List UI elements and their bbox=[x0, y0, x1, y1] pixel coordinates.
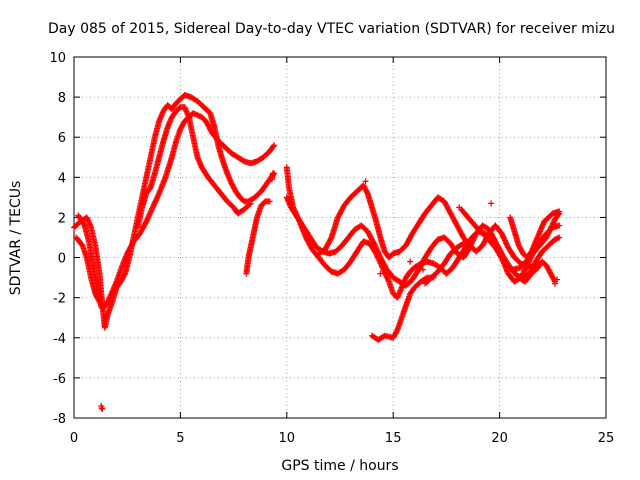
isolated-point bbox=[407, 258, 414, 265]
trace-2-point bbox=[142, 219, 149, 226]
trace-4-point bbox=[98, 304, 105, 311]
trace-8-point bbox=[491, 237, 498, 244]
trace-8-point bbox=[370, 239, 377, 246]
y-tick-label: 2 bbox=[58, 211, 66, 226]
trace-6-point bbox=[269, 170, 276, 177]
isolated-point bbox=[98, 402, 105, 409]
chart-title: Day 085 of 2015, Sidereal Day-to-day VTE… bbox=[48, 21, 615, 37]
y-tick-label: 0 bbox=[58, 252, 66, 267]
y-tick-label: 8 bbox=[58, 91, 66, 106]
trace-3-point bbox=[246, 201, 253, 208]
isolated-point bbox=[488, 200, 495, 207]
y-tick-label: 4 bbox=[58, 171, 66, 186]
trace-5-point bbox=[266, 198, 273, 205]
trace-3-point bbox=[247, 200, 254, 207]
x-tick-label: 20 bbox=[491, 431, 508, 446]
x-axis: 0 5 10 15 20 25 bbox=[70, 57, 614, 446]
trace-11-point bbox=[460, 240, 467, 247]
trace-10-point bbox=[393, 328, 400, 335]
trace-2-point bbox=[271, 142, 278, 149]
trace-2-point bbox=[270, 143, 277, 150]
trace-13-point bbox=[551, 277, 558, 284]
isolated-point bbox=[456, 204, 463, 211]
trace-8-point bbox=[556, 222, 563, 229]
trace-11-point bbox=[459, 241, 466, 248]
data-series bbox=[71, 92, 563, 412]
trace-4-point bbox=[80, 221, 87, 228]
y-tick-label: -8 bbox=[53, 412, 66, 427]
x-tick-label: 10 bbox=[279, 431, 296, 446]
x-axis-label: GPS time / hours bbox=[281, 458, 398, 474]
isolated-point bbox=[551, 280, 558, 287]
isolated-point bbox=[99, 405, 106, 412]
y-axis: -8 -6 -4 -2 0 2 4 6 8 10 bbox=[49, 51, 606, 427]
y-tick-label: -4 bbox=[53, 332, 66, 347]
x-tick-label: 15 bbox=[385, 431, 402, 446]
trace-9-point bbox=[363, 189, 370, 196]
y-tick-label: -2 bbox=[53, 292, 66, 307]
trace-14-point bbox=[556, 208, 563, 215]
trace-9-point bbox=[327, 235, 334, 242]
x-tick-label: 25 bbox=[598, 431, 615, 446]
grid-lines bbox=[74, 57, 606, 418]
y-tick-label: -6 bbox=[53, 372, 66, 387]
isolated-point bbox=[377, 270, 384, 277]
isolated-point bbox=[419, 266, 426, 273]
y-tick-label: 6 bbox=[58, 131, 66, 146]
trace-7-point bbox=[556, 234, 563, 241]
x-tick-label: 5 bbox=[176, 431, 184, 446]
y-tick-label: 10 bbox=[49, 51, 66, 66]
plot-frame bbox=[73, 56, 607, 419]
x-tick-label: 0 bbox=[70, 431, 78, 446]
isolated-point bbox=[554, 276, 561, 283]
trace-1-point bbox=[121, 271, 128, 278]
y-axis-label: SDTVAR / TECUs bbox=[8, 181, 24, 296]
isolated-point bbox=[362, 178, 369, 185]
